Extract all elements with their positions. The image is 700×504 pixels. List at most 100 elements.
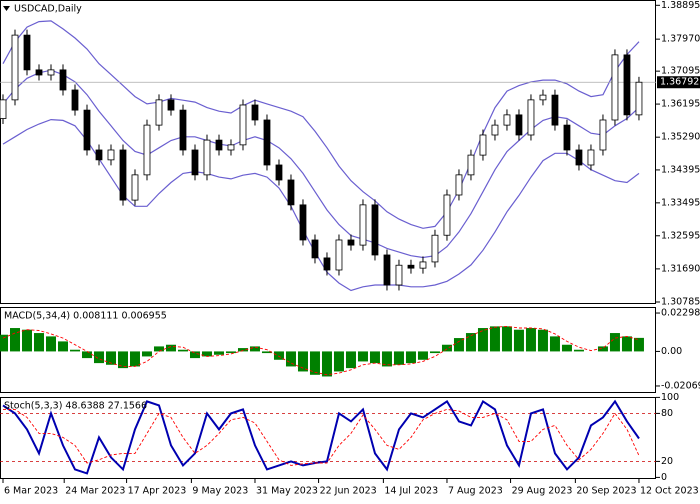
macd-bar: [0, 334, 8, 352]
x-tick-label: 9 May 2023: [192, 486, 248, 497]
macd-bar: [429, 351, 440, 354]
candle-body: [539, 94, 547, 101]
candle-body: [119, 149, 127, 201]
candle-body: [455, 174, 463, 196]
candle-body: [431, 234, 439, 263]
candle-body: [155, 99, 163, 126]
y-tick-label: 1.35290: [661, 132, 700, 143]
candle-body: [359, 204, 367, 246]
candle-body: [611, 54, 619, 121]
x-tick-label: 12 Oct 2023: [640, 486, 699, 497]
candle-body: [227, 144, 235, 151]
candle-body: [407, 264, 415, 269]
x-tick-label: 6 Mar 2023: [4, 486, 58, 497]
candle-body: [239, 104, 247, 146]
candle-body: [0, 99, 7, 119]
candle-body: [371, 204, 379, 256]
macd-bar: [597, 346, 608, 352]
macd-bar: [501, 326, 512, 352]
macd-bar: [273, 351, 284, 360]
y-tick-label: -0.020691: [661, 380, 700, 391]
candle-body: [503, 114, 511, 126]
candle-body: [323, 257, 331, 271]
bollinger-band: [2, 118, 640, 292]
candle-body: [23, 34, 31, 71]
candle-body: [59, 69, 67, 91]
macd-signal: [2, 325, 640, 376]
macd-bar: [213, 351, 224, 355]
panel-frame: [0, 0, 656, 304]
macd-bar: [621, 336, 632, 352]
candle-body: [143, 124, 151, 176]
y-tick-label: 1.37095: [661, 66, 700, 77]
x-tick-label: 22 Jun 2023: [320, 486, 377, 497]
candle-body: [191, 149, 199, 176]
bollinger-band: [2, 20, 640, 229]
candle-body: [11, 34, 19, 101]
macd-bar: [285, 351, 296, 367]
candle-body: [287, 179, 295, 206]
candle-body: [263, 119, 271, 166]
y-tick-label: 20: [661, 456, 673, 467]
candle-body: [95, 149, 103, 161]
candle-body: [623, 54, 631, 116]
candle-body: [563, 124, 571, 151]
candle-body: [167, 99, 175, 111]
macd-bar: [117, 351, 128, 369]
macd-bar: [537, 329, 548, 352]
macd-bar: [513, 329, 524, 352]
macd-bar: [525, 328, 536, 352]
candle-body: [419, 261, 427, 269]
macd-bar: [441, 344, 452, 352]
candle-body: [467, 154, 475, 176]
macd-bar: [393, 351, 404, 365]
candle-body: [383, 254, 391, 286]
macd-bar: [405, 351, 416, 364]
price-label: 1.36792: [660, 77, 699, 88]
menu-arrow[interactable]: [3, 6, 10, 11]
macd-bar: [225, 351, 236, 354]
macd-bar: [141, 351, 152, 357]
candle-body: [443, 194, 451, 236]
macd-bar: [69, 349, 80, 352]
panel-title: Stoch(5,3,3) 48.6388 27.1566: [4, 401, 147, 412]
candle-body: [131, 174, 139, 201]
candle-body: [203, 139, 211, 176]
x-tick-label: 31 May 2023: [256, 486, 318, 497]
macd-bar: [345, 351, 356, 369]
y-tick-label: 80: [661, 408, 673, 419]
candle-body: [635, 81, 643, 116]
macd-bar: [9, 328, 20, 352]
y-tick-label: 1.38895: [661, 0, 700, 11]
macd-bar: [297, 351, 308, 372]
y-tick-label: 1.31690: [661, 263, 700, 274]
candle-body: [179, 109, 187, 151]
y-tick-label: 100: [661, 392, 679, 403]
macd-bar: [465, 333, 476, 352]
candle-body: [575, 149, 583, 166]
y-tick-label: 1.36195: [661, 99, 700, 110]
macd-bar: [453, 338, 464, 352]
macd-bar: [33, 333, 44, 352]
x-tick-label: 14 Jul 2023: [384, 486, 438, 497]
candle-body: [71, 89, 79, 111]
candle-body: [275, 164, 283, 181]
macd-bar: [81, 351, 92, 359]
x-tick-label: 24 Mar 2023: [65, 486, 125, 497]
macd-bar: [357, 351, 368, 362]
candle-body: [47, 69, 55, 76]
macd-bar: [261, 351, 272, 354]
macd-bar: [381, 351, 392, 367]
x-tick-label: 7 Aug 2023: [448, 486, 503, 497]
candle-body: [347, 239, 355, 246]
panel-title: MACD(5,34,4) 0.008111 0.006955: [4, 311, 167, 322]
candle-body: [107, 149, 115, 161]
candle-body: [491, 124, 499, 136]
y-tick-label: 0.00: [661, 346, 682, 357]
stoch-main: [2, 399, 640, 475]
macd-bar: [489, 326, 500, 352]
macd-bar: [417, 351, 428, 360]
price-label-box: [657, 76, 700, 89]
macd-bar: [369, 351, 380, 364]
candle-body: [515, 114, 523, 136]
